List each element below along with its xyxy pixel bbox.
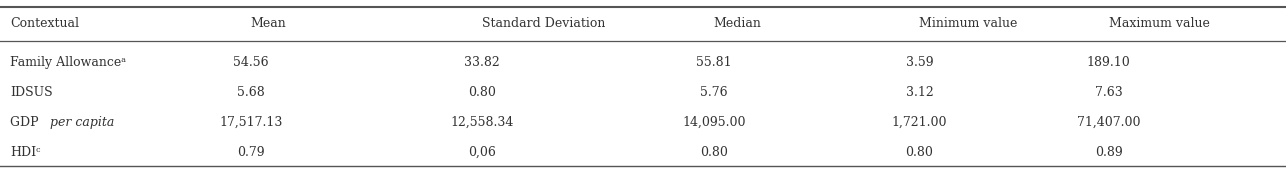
Text: Mean: Mean [251, 17, 287, 30]
Text: 71,407.00: 71,407.00 [1076, 116, 1141, 129]
Text: HDIᶜ: HDIᶜ [10, 146, 41, 159]
Text: Contextual: Contextual [10, 17, 80, 30]
Text: 5.68: 5.68 [237, 86, 265, 99]
Text: 1,721.00: 1,721.00 [891, 116, 948, 129]
Text: 5.76: 5.76 [700, 86, 728, 99]
Text: 0.79: 0.79 [237, 146, 265, 159]
Text: 55.81: 55.81 [696, 56, 732, 69]
Text: Family Allowanceᵃ: Family Allowanceᵃ [10, 56, 126, 69]
Text: GDP: GDP [10, 116, 42, 129]
Text: per capita: per capita [50, 116, 114, 129]
Text: 17,517.13: 17,517.13 [219, 116, 283, 129]
Text: IDSUS: IDSUS [10, 86, 53, 99]
Text: 0.80: 0.80 [700, 146, 728, 159]
Text: 0.80: 0.80 [905, 146, 934, 159]
Text: Maximum value: Maximum value [1109, 17, 1209, 30]
Text: 33.82: 33.82 [464, 56, 500, 69]
Text: 0.80: 0.80 [468, 86, 496, 99]
Text: Standard Deviation: Standard Deviation [482, 17, 606, 30]
Text: 0.89: 0.89 [1094, 146, 1123, 159]
Text: 14,095.00: 14,095.00 [682, 116, 746, 129]
Text: Minimum value: Minimum value [919, 17, 1017, 30]
Text: 3.59: 3.59 [905, 56, 934, 69]
Text: 54.56: 54.56 [233, 56, 269, 69]
Text: 12,558.34: 12,558.34 [450, 116, 514, 129]
Text: Median: Median [714, 17, 761, 30]
Text: 3.12: 3.12 [905, 86, 934, 99]
Text: 7.63: 7.63 [1094, 86, 1123, 99]
Text: 189.10: 189.10 [1087, 56, 1130, 69]
Text: 0,06: 0,06 [468, 146, 496, 159]
